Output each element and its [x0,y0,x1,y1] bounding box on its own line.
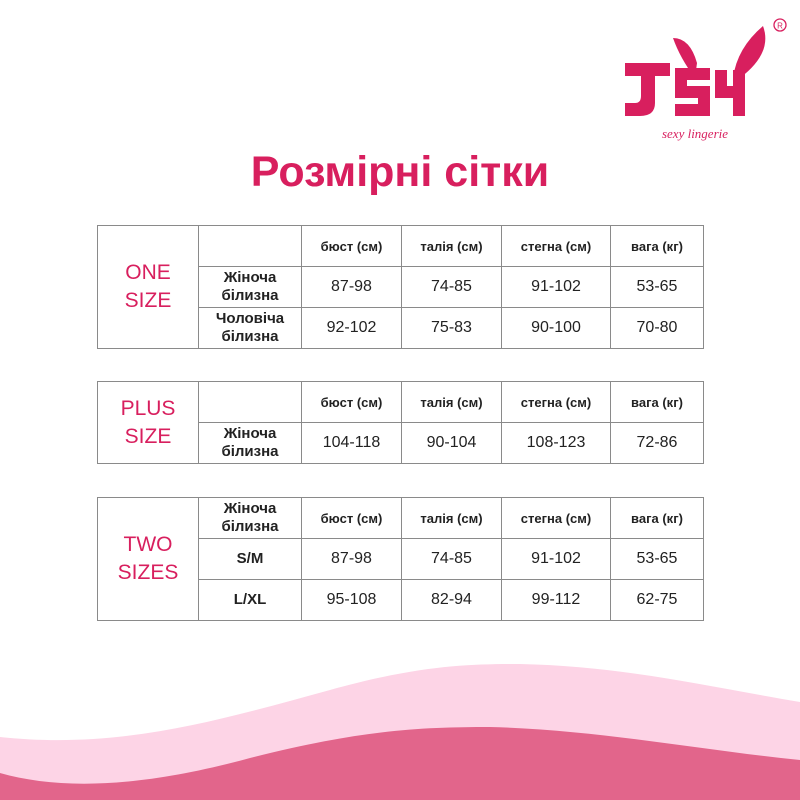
cell: 87-98 [301,266,402,308]
header-weight: вага (кг) [610,381,704,423]
row-label: S/M [198,538,302,580]
cell: 62-75 [610,579,704,621]
corner-cell: Жіноча білизна [198,497,302,539]
cell: 90-100 [501,307,611,349]
header-weight: вага (кг) [610,497,704,539]
header-waist: талія (см) [401,381,502,423]
table-row: L/XL 95-108 82-94 99-112 62-75 [98,579,704,621]
table-row: Жіноча білизна 87-98 74-85 91-102 53-65 [98,266,704,308]
size-label: PLUS SIZE [97,381,199,464]
table-row: Чоловіча білизна 92-102 75-83 90-100 70-80 [98,307,704,349]
size-label: ONE SIZE [97,225,199,349]
svg-text:R: R [777,22,783,31]
two-sizes-table: TWO SIZES Жіноча білизна бюст (см) талія (см… [97,497,704,621]
plus-size-table: PLUS SIZE бюст (см) талія (см) стегна (см) в… [97,381,704,464]
row-label: Чоловіча білизна [198,307,302,349]
cell: 108-123 [501,422,611,464]
table-row: Жіноча білизна 104-118 90-104 108-123 72-86 [98,422,704,464]
header-bust: бюст (см) [301,381,402,423]
jsy-logo: R sexy lingerie [625,18,787,141]
logo-tagline: sexy lingerie [662,126,728,141]
cell: 82-94 [401,579,502,621]
row-label: L/XL [198,579,302,621]
corner-cell [198,225,302,267]
cell: 53-65 [610,538,704,580]
one-size-table: ONE SIZE бюст (см) талія (см) стегна (см) ва… [97,225,704,349]
header-bust: бюст (см) [301,225,402,267]
cell: 72-86 [610,422,704,464]
page-title: Розмірні сітки [250,148,550,196]
header-waist: талія (см) [401,225,502,267]
cell: 104-118 [301,422,402,464]
size-label: TWO SIZES [97,497,199,621]
cell: 99-112 [501,579,611,621]
header-hips: стегна (см) [501,225,611,267]
cell: 91-102 [501,538,611,580]
header-hips: стегна (см) [501,497,611,539]
cell: 53-65 [610,266,704,308]
cell: 74-85 [401,538,502,580]
cell: 92-102 [301,307,402,349]
header-bust: бюст (см) [301,497,402,539]
row-label: Жіноча білизна [198,422,302,464]
cell: 87-98 [301,538,402,580]
header-weight: вага (кг) [610,225,704,267]
cell: 70-80 [610,307,704,349]
cell: 90-104 [401,422,502,464]
corner-cell [198,381,302,423]
cell: 75-83 [401,307,502,349]
row-label: Жіноча білизна [198,266,302,308]
header-hips: стегна (см) [501,381,611,423]
decorative-waves [0,664,800,800]
header-waist: талія (см) [401,497,502,539]
cell: 95-108 [301,579,402,621]
cell: 91-102 [501,266,611,308]
wave-dark [0,727,800,800]
cell: 74-85 [401,266,502,308]
